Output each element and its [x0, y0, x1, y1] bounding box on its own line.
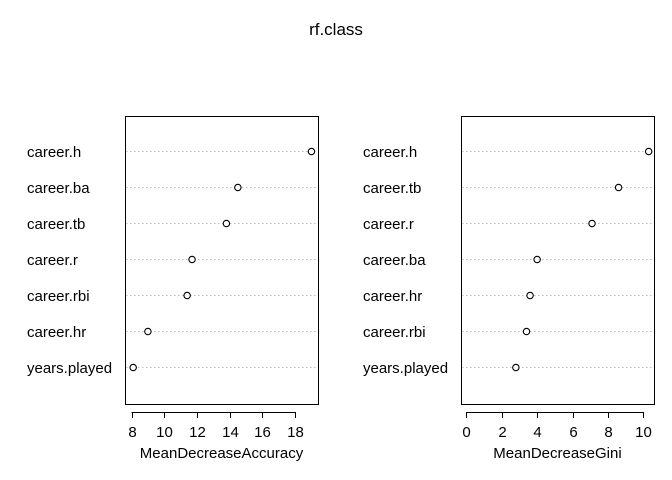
data-point [188, 255, 196, 264]
panel-mean-decrease-gini: career.h career.tb career.r career.ba career… [363, 116, 655, 462]
data-point [222, 219, 231, 228]
category-label: career.r [27, 252, 78, 269]
x-axis-label: MeanDecreaseGini [493, 445, 621, 462]
x-tick-label: 10 [156, 424, 173, 441]
category-label: career.tb [27, 216, 85, 233]
chart-title: rf.class [309, 20, 363, 39]
x-tick-label: 8 [128, 424, 136, 441]
category-label: career.hr [27, 324, 86, 341]
category-label: career.h [27, 144, 81, 161]
data-point [129, 363, 137, 372]
x-axis-label: MeanDecreaseAccuracy [140, 445, 304, 462]
data-point [522, 327, 531, 336]
category-label: career.tb [363, 180, 421, 197]
category-label: career.rbi [363, 324, 426, 341]
x-tick-label: 10 [635, 424, 652, 441]
x-tick-label: 8 [604, 424, 612, 441]
data-point [307, 147, 316, 156]
x-tick-label: 16 [254, 424, 271, 441]
x-tick-label: 18 [287, 424, 304, 441]
data-point [234, 183, 242, 192]
category-label: career.h [363, 144, 417, 161]
x-tick-label: 12 [189, 424, 206, 441]
plot-frame [125, 116, 319, 405]
category-label: years.played [27, 360, 112, 377]
panel-mean-decrease-accuracy: career.h career.ba career.tb career.r career… [27, 116, 319, 462]
data-point [144, 327, 152, 336]
category-label: career.rbi [27, 288, 90, 305]
data-point [644, 147, 653, 156]
data-point [588, 219, 596, 228]
plot-frame [461, 116, 655, 405]
category-label: career.ba [27, 180, 90, 197]
data-point [526, 291, 534, 300]
x-tick-label: 4 [533, 424, 541, 441]
category-label: years.played [363, 360, 448, 377]
category-label: career.ba [363, 252, 426, 269]
data-point [512, 363, 520, 372]
category-label: career.r [363, 216, 414, 233]
data-point [614, 183, 623, 192]
x-tick-label: 2 [498, 424, 506, 441]
x-tick-label: 6 [569, 424, 577, 441]
category-label: career.hr [363, 288, 422, 305]
x-tick-label: 14 [222, 424, 239, 441]
data-point [533, 255, 541, 264]
x-tick-label: 0 [462, 424, 470, 441]
data-point [183, 291, 191, 300]
